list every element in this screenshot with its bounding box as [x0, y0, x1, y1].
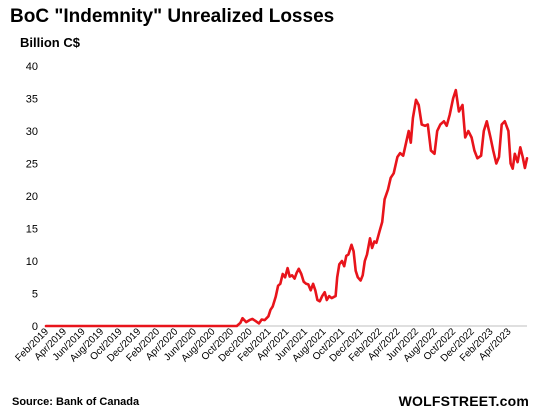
x-tick-labels: Feb/2019Apr/2019Jun/2019Aug/2019Oct/2019… — [13, 326, 513, 364]
y-tick-labels: 0 5 10 15 20 25 30 35 40 — [26, 61, 38, 333]
chart-title: BoC "Indemnity" Unrealized Losses — [10, 6, 335, 27]
y-tick-label: 0 — [32, 321, 38, 333]
y-tick-label: 35 — [26, 94, 38, 106]
series-line-0 — [44, 88, 529, 328]
y-tick-label: 15 — [26, 224, 38, 236]
y-axis-label: Billion C$ — [20, 35, 80, 50]
brand-logo-text: WOLFSTREET.com — [398, 393, 529, 409]
y-tick-label: 20 — [26, 191, 38, 203]
source-note: Source: Bank of Canada — [12, 396, 140, 408]
y-tick-label: 25 — [26, 159, 38, 171]
y-tick-label: 40 — [26, 61, 38, 73]
y-tick-label: 30 — [26, 126, 38, 138]
y-tick-label: 5 — [32, 289, 38, 301]
series-lines — [44, 88, 529, 328]
y-tick-label: 10 — [26, 256, 38, 268]
